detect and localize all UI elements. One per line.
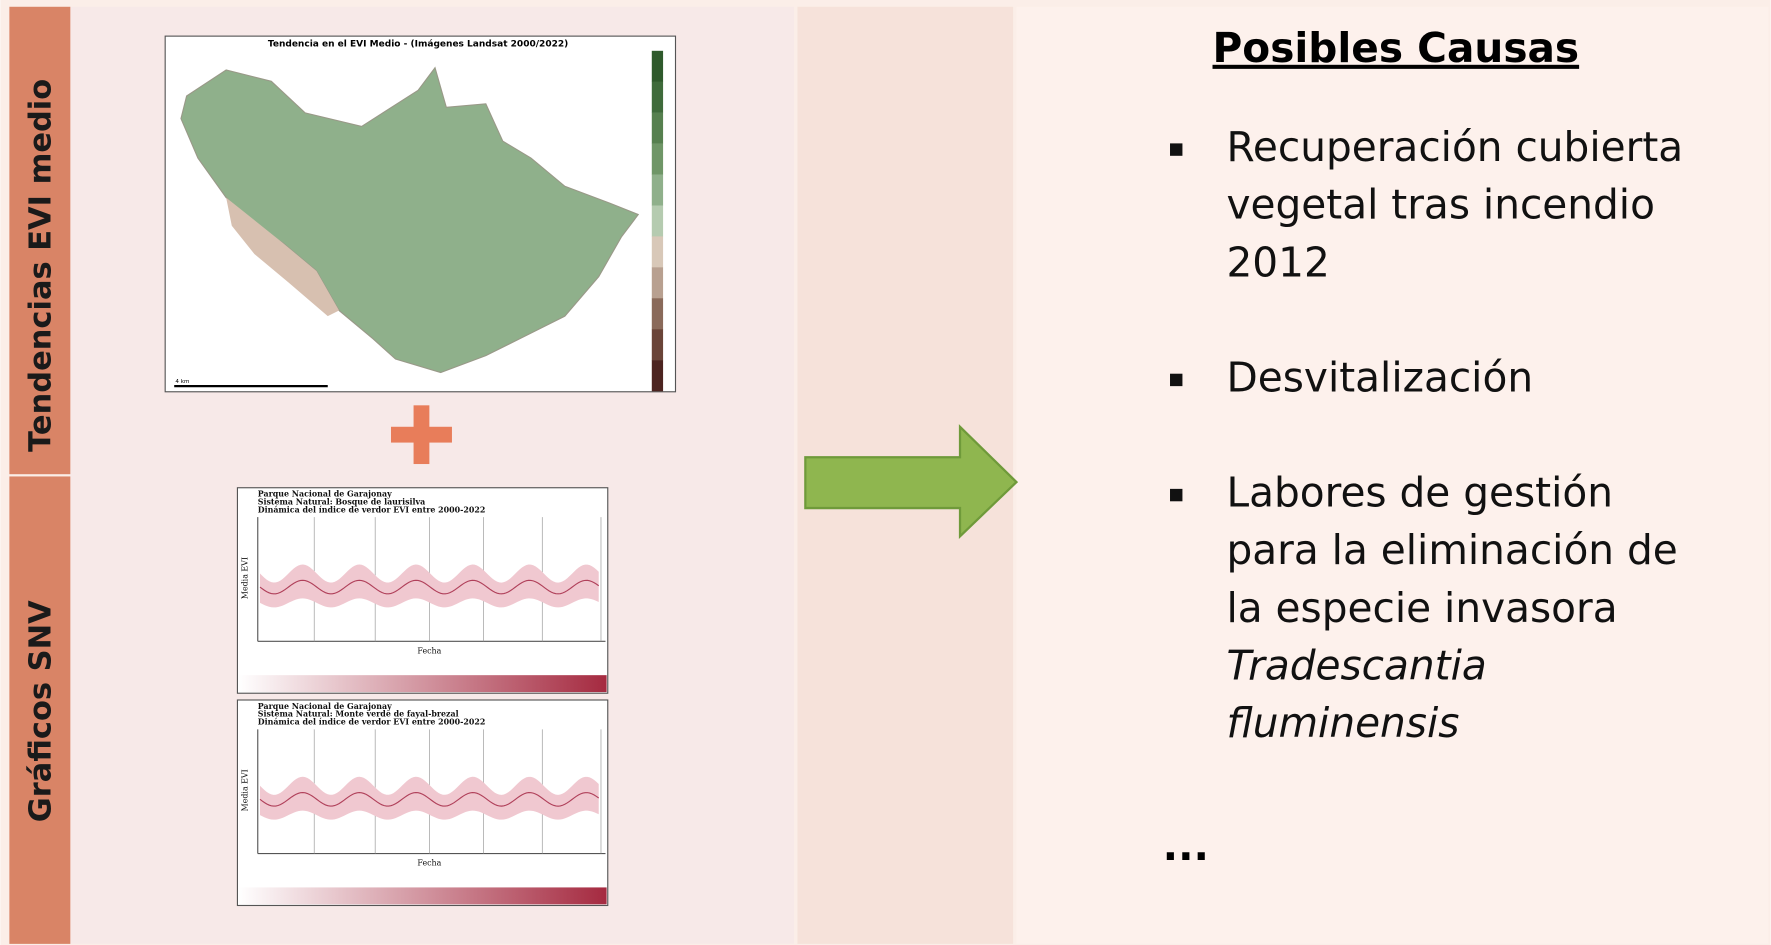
cause-line: Recuperación cubierta (1226, 123, 1683, 171)
colorbar-step (652, 144, 663, 175)
footer-band (239, 675, 607, 692)
slide: Tendencias EVI medio Gráficos SNV Tenden… (0, 0, 1771, 945)
cause-line: vegetal tras incendio (1226, 181, 1655, 229)
x-label: Fecha (417, 646, 441, 655)
colorbar-step (652, 329, 663, 360)
scale-label: 4 km (175, 379, 189, 385)
cause-line: Labores de gestión (1226, 469, 1613, 517)
cause-line: la especie invasora (1226, 584, 1617, 632)
colorbar-step (652, 267, 663, 298)
y-label: Media EVI (240, 769, 249, 811)
footer-band (239, 887, 607, 904)
sidebar-label: Tendencias EVI medio (24, 79, 59, 452)
chart-title: Dinámica del índice de verdor EVI entre … (258, 718, 486, 727)
causes-title: Posibles Causas (1213, 24, 1580, 72)
bullet (1170, 374, 1182, 386)
colorbar-step (652, 236, 663, 267)
bullet (1170, 489, 1182, 501)
bullet (1170, 143, 1182, 155)
chart-title: Dinámica del índice de verdor EVI entre … (258, 505, 486, 514)
sidebar-label: Gráficos SNV (24, 600, 59, 822)
cause-line: 2012 (1226, 238, 1329, 286)
ellipsis: ... (1163, 822, 1209, 870)
colorbar-step (652, 51, 663, 82)
x-label: Fecha (417, 859, 441, 868)
page: {"sidebar": {"top_label": "Tendencias EV… (0, 0, 1771, 945)
cause-line: Desvitalización (1226, 353, 1533, 401)
colorbar-step (652, 298, 663, 329)
cause-line: para la eliminación de (1226, 526, 1677, 574)
colorbar-step (652, 360, 663, 391)
colorbar-step (652, 205, 663, 236)
colorbar (652, 51, 663, 392)
colorbar-step (652, 175, 663, 206)
map-title: Tendencia en el EVI Medio - (Imágenes La… (268, 40, 568, 50)
colorbar-step (652, 82, 663, 113)
cause-line: Tradescantia (1226, 641, 1486, 689)
colorbar-step (652, 113, 663, 144)
y-label: Media EVI (240, 557, 249, 599)
map-image: Tendencia en el EVI Medio - (Imágenes La… (165, 36, 675, 392)
cause-line: fluminensis (1226, 699, 1459, 747)
plus-bar (414, 405, 430, 464)
